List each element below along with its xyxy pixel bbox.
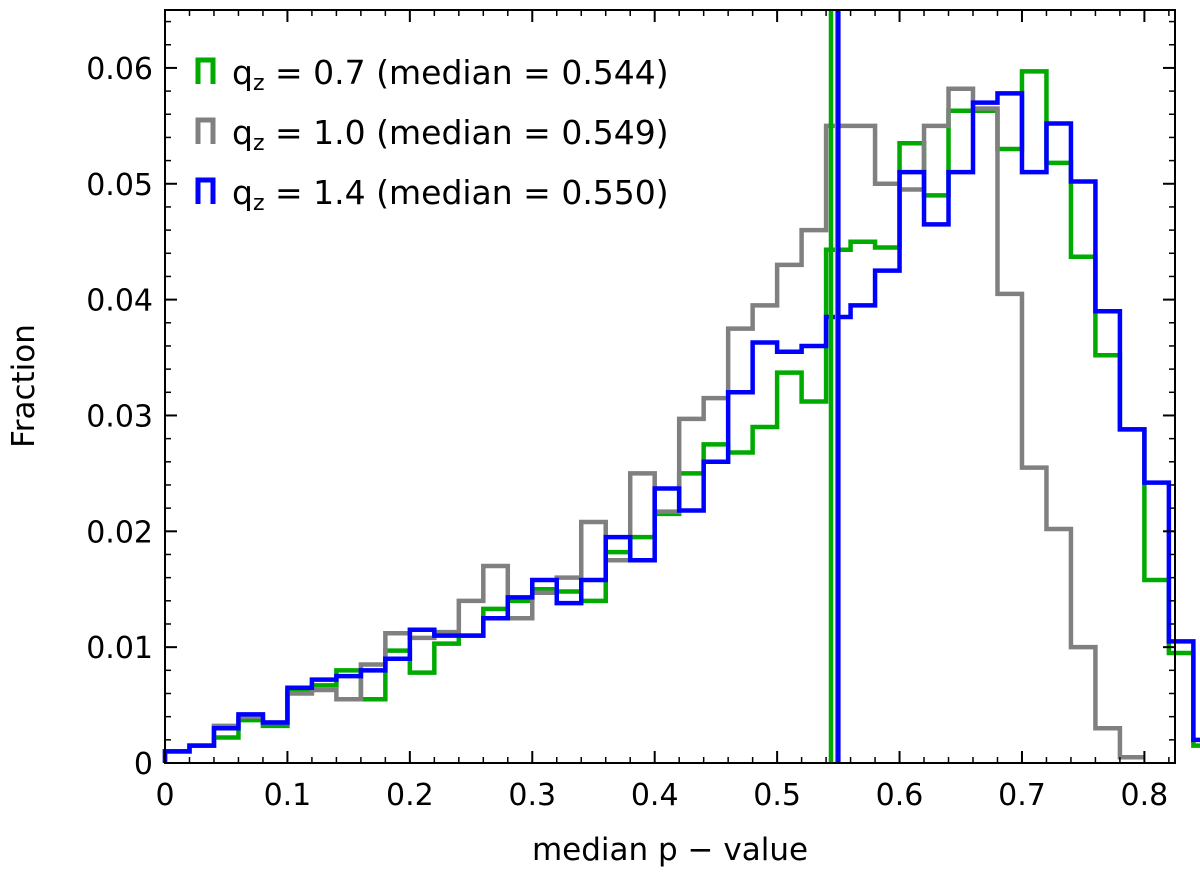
x-tick-label: 0.3 — [508, 778, 556, 813]
plot-frame — [164, 9, 1176, 764]
y-tick-label: 0.02 — [86, 515, 153, 550]
legend-entry-series-1: qz = 0.7 (median = 0.544) — [232, 53, 669, 96]
x-tick-label: 0.5 — [753, 778, 801, 813]
legend-entry-series-2: qz = 1.0 (median = 0.549) — [232, 113, 669, 156]
legend-swatch-series-1 — [195, 57, 216, 84]
y-axis-label: Fraction — [6, 324, 42, 448]
legend: qz = 0.7 (median = 0.544) qz = 1.0 (media… — [195, 53, 669, 216]
x-tick-label: 0 — [155, 778, 174, 813]
histogram-series-3 — [162, 91, 1200, 763]
x-axis-label: median p − value — [532, 832, 808, 868]
x-tick-label: 0.2 — [386, 778, 434, 813]
x-tick-label: 0.1 — [264, 778, 312, 813]
y-tick-label: 0.06 — [86, 52, 153, 87]
y-tick-label: 0.01 — [86, 631, 153, 666]
legend-swatch-series-3 — [195, 177, 216, 204]
legend-entry-series-3: qz = 1.4 (median = 0.550) — [232, 173, 669, 216]
x-tick-label: 0.8 — [1121, 778, 1169, 813]
y-axis-ticks: 0 0.01 0.02 0.03 0.04 0.05 0.06 — [86, 20, 1175, 782]
y-tick-label: 0.04 — [86, 284, 153, 319]
y-tick-label: 0 — [134, 747, 153, 782]
x-axis-ticks: 0 0.1 0.2 0.3 0.4 0.5 0.6 0.7 0.8 — [155, 10, 1170, 813]
x-tick-label: 0.7 — [998, 778, 1046, 813]
x-tick-label: 0.4 — [631, 778, 679, 813]
plot-content — [162, 10, 1200, 763]
x-tick-label: 0.6 — [876, 778, 924, 813]
y-tick-label: 0.05 — [86, 168, 153, 203]
legend-swatch-series-2 — [195, 117, 216, 144]
y-tick-label: 0.03 — [86, 399, 153, 434]
